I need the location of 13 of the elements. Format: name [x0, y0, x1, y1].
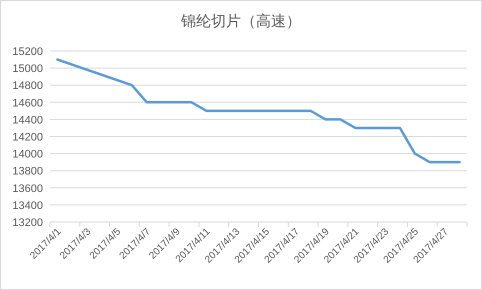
y-tick-label: 14000	[12, 148, 43, 161]
y-tick-label: 15200	[12, 46, 43, 58]
y-tick-label: 13400	[12, 200, 43, 212]
chart-title: 锦纶切片（高速）	[180, 13, 301, 30]
y-tick-label: 13200	[12, 217, 43, 229]
y-tick-label: 15000	[12, 63, 43, 76]
y-tick-label: 14600	[12, 97, 43, 110]
y-tick-label: 13600	[12, 182, 43, 195]
y-tick-label: 14200	[12, 132, 43, 144]
y-tick-label: 13800	[12, 166, 43, 178]
line-series	[56, 58, 461, 164]
y-tick-label: 14800	[12, 80, 43, 92]
y-tick-label: 14400	[12, 114, 43, 126]
